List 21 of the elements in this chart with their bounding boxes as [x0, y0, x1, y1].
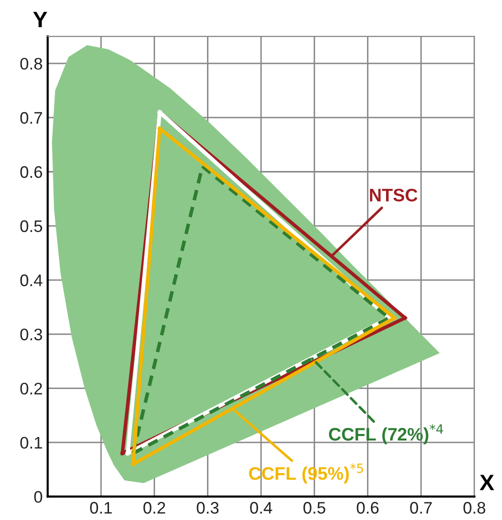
y-tick-label: 0.8	[20, 58, 42, 70]
y-tick-label: 0.5	[20, 220, 42, 232]
y-tick-label: 0.3	[20, 328, 42, 340]
x-tick-label: 0.6	[356, 502, 379, 514]
x-axis-title: X	[480, 474, 494, 490]
y-tick-label: 0.7	[20, 112, 42, 124]
y-tick-label: 0	[34, 491, 42, 503]
y-tick-label: 0.4	[20, 274, 42, 286]
y-tick-label: 0.1	[20, 436, 42, 449]
x-tick-label: 0.7	[410, 502, 432, 514]
y-tick-label: 0.6	[20, 166, 42, 178]
x-tick-label: 0.8	[463, 502, 486, 514]
x-tick-label: 0.1	[90, 502, 112, 514]
text: NTSC	[370, 188, 418, 202]
text: CCFL (95%)$^{*5}$	[249, 463, 364, 484]
x-tick-label: 0.5	[303, 502, 326, 514]
x-tick-label: 0.3	[196, 502, 219, 514]
x-tick-label: 0.4	[250, 502, 272, 514]
y-tick-label: 0.2	[20, 382, 42, 395]
x-tick-label: 0.2	[143, 502, 166, 514]
y-axis-title: Y	[33, 12, 48, 28]
